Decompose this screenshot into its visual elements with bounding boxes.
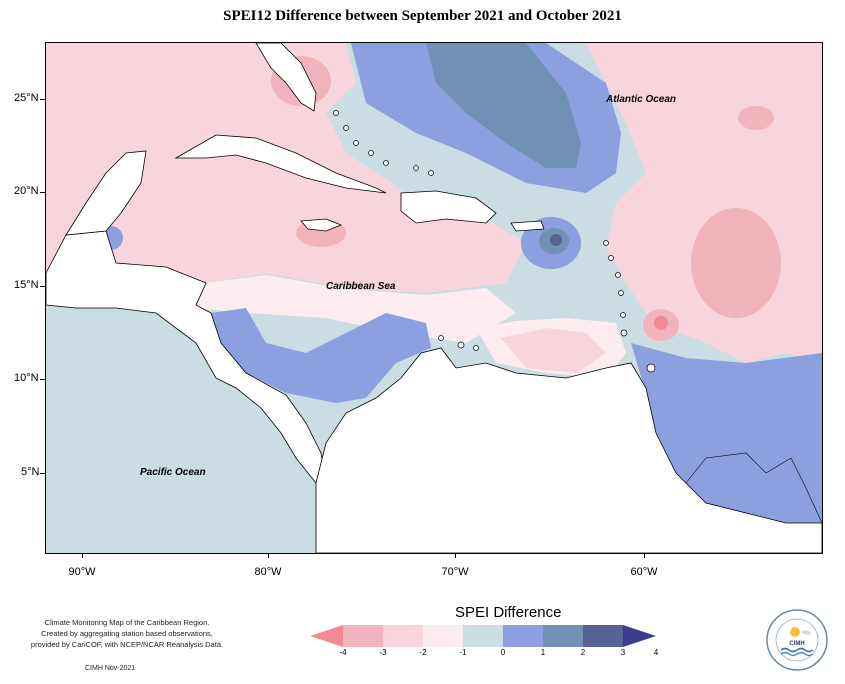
label-caribbean-sea: Caribbean Sea <box>326 281 396 292</box>
lon-tick-90 <box>82 553 83 558</box>
land-puerto-rico <box>510 220 545 232</box>
legend-tick-1: 1 <box>540 648 546 657</box>
label-pacific-ocean: Pacific Ocean <box>140 467 206 478</box>
land-cuba <box>174 134 387 194</box>
legend-tick-0: 0 <box>500 648 506 657</box>
field-slate-north-atlantic <box>426 43 581 168</box>
lat-label-10: 10°N <box>14 372 39 384</box>
land-south-america <box>315 347 822 553</box>
lon-tick-70 <box>455 553 456 558</box>
lat-tick-5 <box>40 473 45 474</box>
legend-bin-4 <box>463 625 503 647</box>
field-pale-pink-central <box>196 275 516 343</box>
credit-line-3: provided by CariCOF, with NCEP/NCAR Rean… <box>30 640 224 649</box>
land-lesser-antilles <box>438 240 656 373</box>
lon-label-60: 60°W <box>630 566 658 578</box>
legend-tick-4: 4 <box>653 648 659 657</box>
legend-bin-7 <box>583 625 623 647</box>
legend-tick-2: 2 <box>580 648 586 657</box>
lat-tick-15 <box>40 286 45 287</box>
map-title: SPEI12 Difference between September 2021… <box>223 8 622 24</box>
lat-tick-10 <box>40 379 45 380</box>
field-blue-guianas <box>631 343 822 523</box>
legend-bin-6 <box>543 625 583 647</box>
map-panel[interactable] <box>45 42 823 554</box>
label-atlantic-ocean: Atlantic Ocean <box>606 94 677 105</box>
lat-label-5: 5°N <box>21 466 40 478</box>
land-guianas-detail <box>685 452 822 524</box>
credit-line-2: Created by aggregating station based obs… <box>41 629 213 638</box>
legend-tick-m2: -2 <box>419 648 427 657</box>
legend-title: SPEI Difference <box>455 604 562 621</box>
cimh-logo: CIMH <box>766 609 828 671</box>
land-yucatan <box>65 150 147 236</box>
credit-line-1: Climate Monitoring Map of the Caribbean … <box>44 618 210 627</box>
land-florida <box>255 43 317 112</box>
legend-bin-1 <box>343 625 383 647</box>
field-pink-south <box>501 328 606 373</box>
land-hispaniola <box>400 190 497 224</box>
field-blue-southwest-caribbean <box>211 308 431 403</box>
lat-tick-20 <box>40 192 45 193</box>
lon-label-90: 90°W <box>68 566 96 578</box>
credit-date: CIMH Nov-2021 <box>85 665 136 672</box>
legend-arrow-left <box>310 625 343 647</box>
legend-tick-m1: -1 <box>459 648 467 657</box>
lon-tick-60 <box>644 553 645 558</box>
field-navy-puerto-rico <box>550 234 562 246</box>
lat-tick-25 <box>40 99 45 100</box>
legend-bin-2 <box>383 625 423 647</box>
lon-label-80: 80°W <box>254 566 282 578</box>
spei-map <box>46 43 822 553</box>
lat-label-20: 20°N <box>14 185 39 197</box>
land-bahamas <box>333 110 434 176</box>
legend-colorbar <box>310 625 656 647</box>
legend-arrow-right <box>623 625 656 647</box>
field-pink-ne-small <box>738 106 774 130</box>
legend-tick-3: 3 <box>620 648 626 657</box>
legend-bin-3 <box>423 625 463 647</box>
lat-label-25: 25°N <box>14 92 39 104</box>
lon-tick-80 <box>268 553 269 558</box>
field-pink-east-atlantic <box>691 208 781 318</box>
logo-text: CIMH <box>789 641 804 647</box>
lon-label-70: 70°W <box>441 566 469 578</box>
legend-tick-m4: -4 <box>339 648 347 657</box>
lat-label-15: 15°N <box>14 279 39 291</box>
legend-bin-5 <box>503 625 543 647</box>
field-red-barbados <box>654 316 668 330</box>
legend-tick-m3: -3 <box>379 648 387 657</box>
land-jamaica <box>300 218 343 232</box>
credit-text: Climate Monitoring Map of the Caribbean … <box>22 617 232 650</box>
